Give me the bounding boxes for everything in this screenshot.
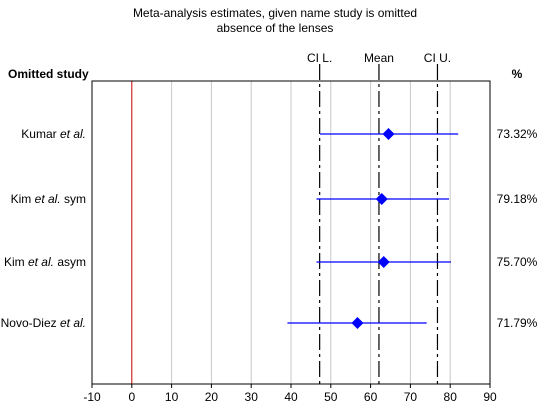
plot-frame: [91, 80, 491, 385]
pct-header: %: [512, 67, 523, 81]
x-tick-label: 30: [245, 390, 259, 404]
estimate-marker: [377, 256, 390, 268]
x-tick-label: 60: [364, 390, 378, 404]
pct-value: 73.32%: [497, 127, 538, 141]
reference-label: CI U.: [424, 51, 451, 65]
study-label: Kim et al. sym: [11, 192, 86, 206]
row-header: Omitted study: [8, 67, 89, 81]
chart-subtitle: absence of the lenses: [217, 21, 334, 35]
reference-label: CI L.: [307, 51, 332, 65]
pct-value: 75.70%: [497, 255, 538, 269]
x-tick-label: 10: [165, 390, 179, 404]
x-tick-label: 50: [324, 390, 338, 404]
chart-title: Meta-analysis estimates, given name stud…: [133, 6, 417, 20]
study-label: Kumar et al.: [21, 127, 86, 141]
reference-label: Mean: [364, 51, 394, 65]
x-tick-label: -10: [83, 390, 101, 404]
x-tick-label: 20: [205, 390, 219, 404]
study-label: Kim et al. asym: [4, 255, 86, 269]
x-tick-label: 70: [404, 390, 418, 404]
x-tick-label: 0: [128, 390, 135, 404]
x-tick-label: 40: [284, 390, 298, 404]
estimate-marker: [375, 193, 388, 205]
estimate-marker: [351, 317, 364, 329]
x-tick-label: 80: [444, 390, 458, 404]
study-label: Novo-Diez et al.: [1, 316, 86, 330]
x-tick-label: 90: [483, 390, 497, 404]
pct-value: 79.18%: [497, 192, 538, 206]
estimate-marker: [382, 128, 395, 140]
pct-value: 71.79%: [497, 316, 538, 330]
